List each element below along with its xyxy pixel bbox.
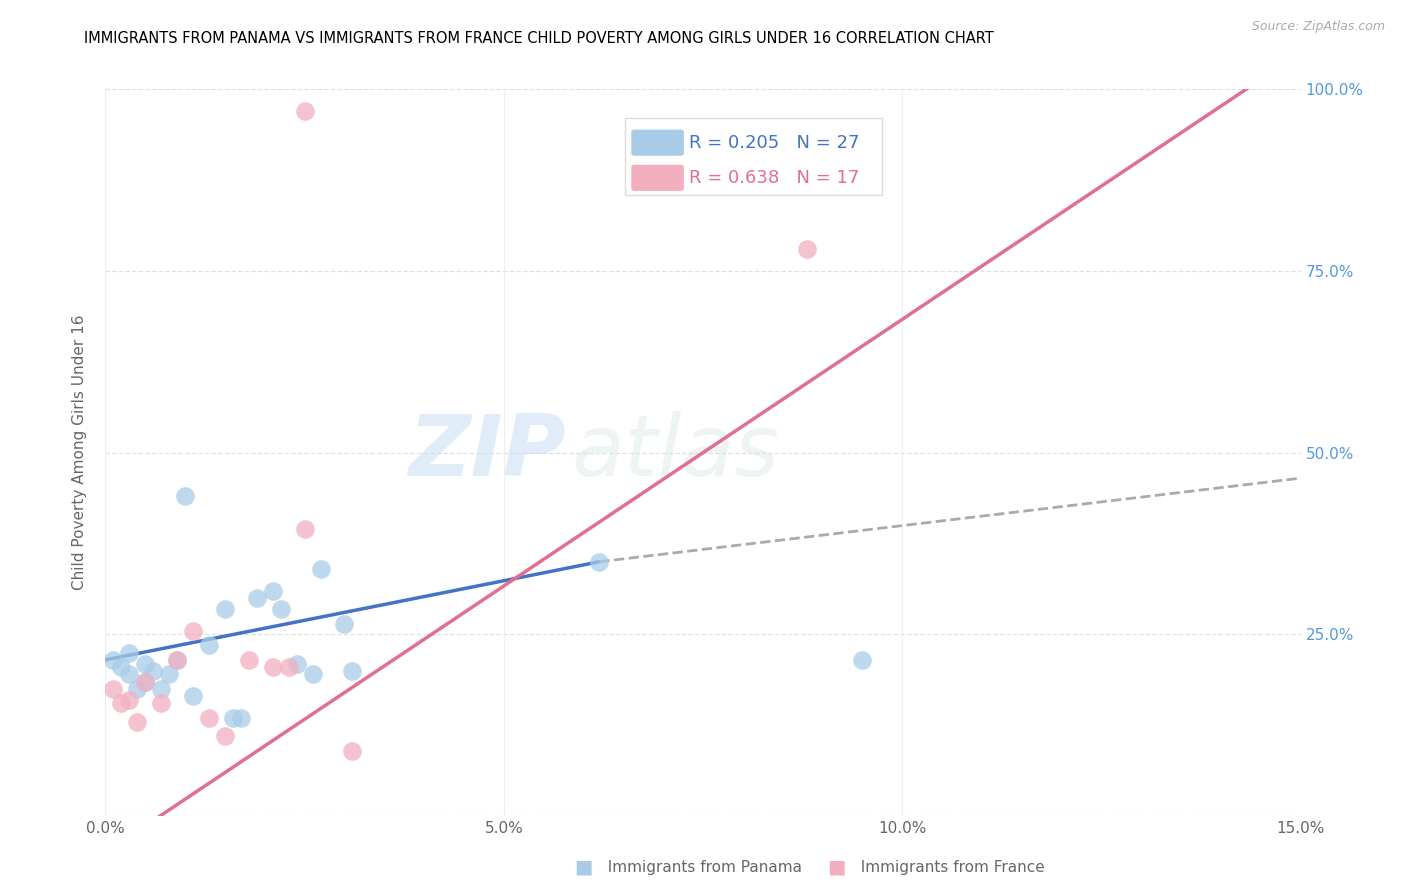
Point xyxy=(118,646,141,660)
Point xyxy=(246,591,269,606)
FancyBboxPatch shape xyxy=(631,129,683,156)
Point xyxy=(174,489,197,503)
Point xyxy=(103,653,125,667)
Point xyxy=(277,660,299,674)
Text: R = 0.638   N = 17: R = 0.638 N = 17 xyxy=(689,169,859,186)
Y-axis label: Child Poverty Among Girls Under 16: Child Poverty Among Girls Under 16 xyxy=(72,315,87,591)
Text: IMMIGRANTS FROM PANAMA VS IMMIGRANTS FROM FRANCE CHILD POVERTY AMONG GIRLS UNDER: IMMIGRANTS FROM PANAMA VS IMMIGRANTS FRO… xyxy=(84,31,994,46)
Point xyxy=(796,242,818,256)
Text: ■: ■ xyxy=(574,857,593,877)
Point xyxy=(181,690,204,704)
Point xyxy=(333,616,356,631)
Text: Immigrants from France: Immigrants from France xyxy=(851,860,1045,874)
Point xyxy=(118,693,141,707)
Point xyxy=(110,697,132,711)
Point xyxy=(309,562,332,576)
Text: R = 0.205   N = 27: R = 0.205 N = 27 xyxy=(689,134,859,152)
Point xyxy=(127,714,149,729)
Point xyxy=(181,624,204,638)
Point xyxy=(166,653,188,667)
Point xyxy=(214,729,236,743)
Point xyxy=(142,664,165,678)
Point xyxy=(134,657,156,671)
FancyBboxPatch shape xyxy=(631,165,683,191)
Point xyxy=(157,667,180,681)
Text: ZIP: ZIP xyxy=(408,411,565,494)
Point xyxy=(134,674,156,689)
Point xyxy=(118,667,141,681)
Point xyxy=(851,653,873,667)
Point xyxy=(588,555,610,569)
Point xyxy=(301,667,323,681)
Point xyxy=(270,602,292,616)
Point xyxy=(134,674,156,689)
Point xyxy=(342,664,364,678)
Point xyxy=(150,681,173,696)
Point xyxy=(103,681,125,696)
Text: ■: ■ xyxy=(827,857,846,877)
Point xyxy=(166,653,188,667)
Point xyxy=(294,522,316,536)
Text: atlas: atlas xyxy=(571,411,779,494)
Point xyxy=(150,697,173,711)
Point xyxy=(198,711,221,725)
Point xyxy=(229,711,252,725)
Point xyxy=(294,103,316,118)
Point xyxy=(110,660,132,674)
Point xyxy=(262,660,284,674)
Point xyxy=(285,657,308,671)
Point xyxy=(198,638,221,652)
Text: Source: ZipAtlas.com: Source: ZipAtlas.com xyxy=(1251,20,1385,33)
Text: Immigrants from Panama: Immigrants from Panama xyxy=(598,860,801,874)
Point xyxy=(342,744,364,758)
Point xyxy=(127,681,149,696)
FancyBboxPatch shape xyxy=(626,119,883,194)
Point xyxy=(262,583,284,598)
Point xyxy=(238,653,260,667)
Point xyxy=(222,711,245,725)
Point xyxy=(214,602,236,616)
